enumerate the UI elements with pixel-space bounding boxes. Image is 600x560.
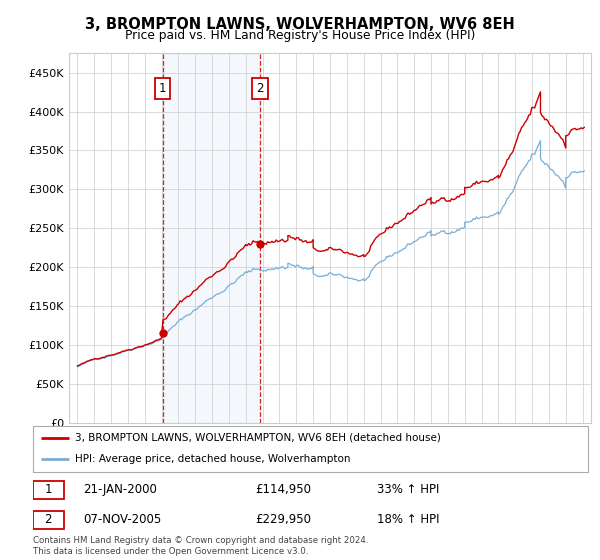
Text: Price paid vs. HM Land Registry's House Price Index (HPI): Price paid vs. HM Land Registry's House … [125,29,475,42]
Text: £229,950: £229,950 [255,514,311,526]
Text: 3, BROMPTON LAWNS, WOLVERHAMPTON, WV6 8EH: 3, BROMPTON LAWNS, WOLVERHAMPTON, WV6 8E… [85,17,515,32]
Text: 21-JAN-2000: 21-JAN-2000 [83,483,157,496]
Text: 2: 2 [256,82,264,95]
Text: 2: 2 [44,514,52,526]
Text: 18% ↑ HPI: 18% ↑ HPI [377,514,440,526]
Text: 33% ↑ HPI: 33% ↑ HPI [377,483,439,496]
FancyBboxPatch shape [33,426,588,472]
Text: 1: 1 [44,483,52,496]
Text: £114,950: £114,950 [255,483,311,496]
Text: HPI: Average price, detached house, Wolverhampton: HPI: Average price, detached house, Wolv… [74,454,350,464]
FancyBboxPatch shape [33,511,64,529]
FancyBboxPatch shape [33,480,64,498]
Text: 1: 1 [159,82,166,95]
Text: 07-NOV-2005: 07-NOV-2005 [83,514,161,526]
Text: 3, BROMPTON LAWNS, WOLVERHAMPTON, WV6 8EH (detached house): 3, BROMPTON LAWNS, WOLVERHAMPTON, WV6 8E… [74,433,440,443]
Bar [163,53,260,423]
Text: Contains HM Land Registry data © Crown copyright and database right 2024.
This d: Contains HM Land Registry data © Crown c… [33,536,368,556]
